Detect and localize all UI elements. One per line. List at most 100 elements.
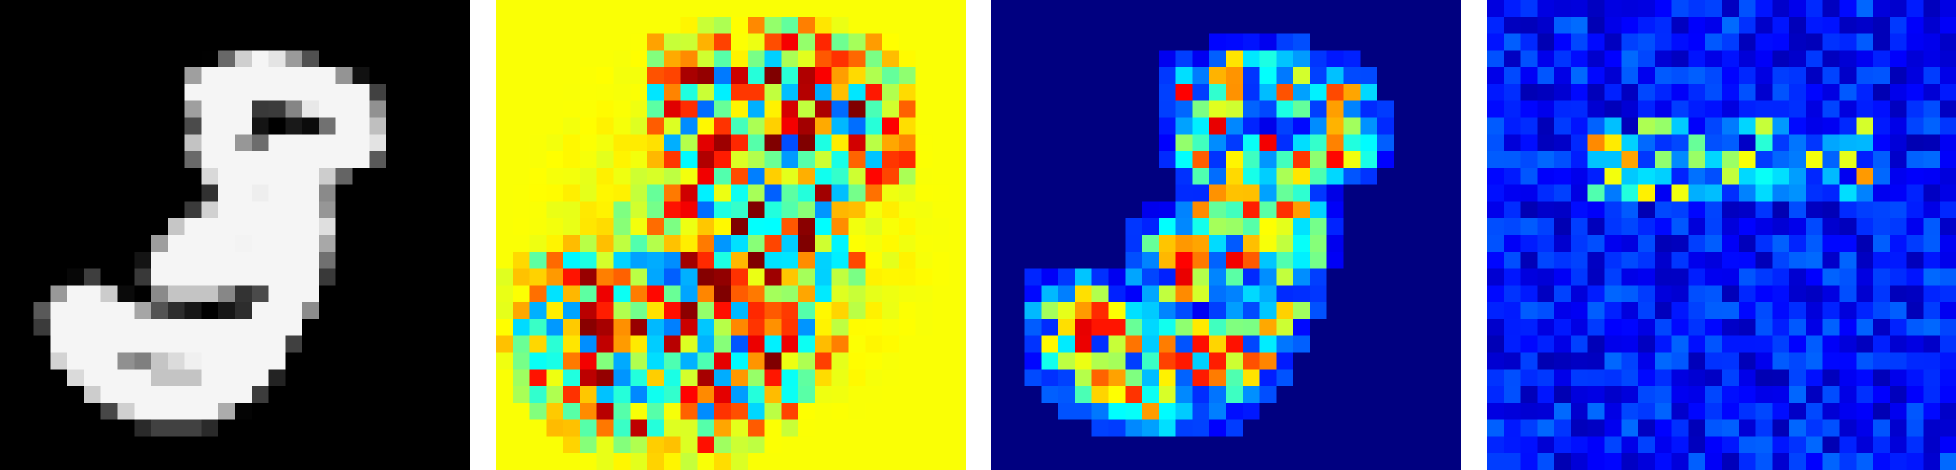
pixel-cell <box>563 386 581 404</box>
pixel-cell <box>1839 16 1857 34</box>
pixel-cell <box>848 251 866 269</box>
pixel-cell <box>496 335 514 353</box>
pixel-cell <box>16 402 34 420</box>
pixel-cell <box>201 50 219 68</box>
pixel-cell <box>1326 100 1344 118</box>
pixel-cell <box>529 302 547 320</box>
pixel-cell <box>1058 50 1076 68</box>
pixel-cell <box>1570 151 1589 169</box>
pixel-cell <box>1537 201 1555 219</box>
pixel-cell <box>33 386 51 404</box>
pixel-cell <box>268 352 286 370</box>
pixel-cell <box>898 302 916 320</box>
pixel-cell <box>1654 16 1672 34</box>
pixel-cell <box>251 352 269 370</box>
pixel-cell <box>714 117 732 135</box>
pixel-cell <box>1671 151 1689 169</box>
pixel-cell <box>1906 335 1924 353</box>
pixel-cell <box>1654 251 1672 269</box>
pixel-cell <box>781 16 799 34</box>
pixel-cell <box>1041 151 1059 169</box>
pixel-cell <box>1293 419 1311 437</box>
pixel-cell <box>1309 201 1328 219</box>
pixel-cell <box>1259 251 1277 269</box>
pixel-cell <box>1427 419 1445 437</box>
pixel-cell <box>1142 218 1160 236</box>
pixel-cell <box>50 16 68 34</box>
pixel-cell <box>419 184 437 202</box>
pixel-cell <box>1654 201 1672 219</box>
pixel-cell <box>184 268 202 286</box>
pixel-cell <box>1772 318 1790 337</box>
pixel-cell <box>1537 302 1555 320</box>
pixel-cell <box>201 251 219 269</box>
pixel-cell <box>201 436 219 454</box>
pixel-cell <box>630 386 648 404</box>
pixel-cell <box>1074 419 1093 437</box>
pixel-cell <box>1142 235 1160 253</box>
pixel-cell <box>1293 134 1311 152</box>
pixel-cell <box>697 318 715 337</box>
pixel-cell <box>402 235 420 253</box>
pixel-cell <box>1621 302 1639 320</box>
pixel-cell <box>1570 386 1589 404</box>
pixel-cell <box>251 33 269 51</box>
pixel-cell <box>33 453 51 470</box>
pixel-cell <box>1041 453 1059 470</box>
pixel-cell <box>167 0 185 18</box>
pixel-cell <box>1738 419 1756 437</box>
pixel-cell <box>1410 268 1428 286</box>
pixel-cell <box>436 251 454 269</box>
pixel-cell <box>1410 453 1428 470</box>
pixel-cell <box>1705 268 1723 286</box>
pixel-cell <box>848 268 866 286</box>
pixel-cell <box>1755 436 1773 454</box>
pixel-cell <box>546 50 564 68</box>
pixel-cell <box>201 201 219 219</box>
pixel-cell <box>369 100 387 118</box>
pixel-cell <box>1293 117 1311 135</box>
pixel-cell <box>1175 0 1193 18</box>
pixel-cell <box>0 0 18 18</box>
pixel-cell <box>865 419 883 437</box>
pixel-cell <box>1487 83 1505 102</box>
pixel-cell <box>16 335 34 353</box>
pixel-cell <box>1007 100 1025 118</box>
pixel-cell <box>167 201 185 219</box>
pixel-cell <box>1175 386 1193 404</box>
pixel-cell <box>1142 83 1160 102</box>
pixel-cell <box>814 386 833 404</box>
pixel-cell <box>268 151 286 169</box>
pixel-cell <box>1587 16 1605 34</box>
pixel-cell <box>1293 235 1311 253</box>
pixel-cell <box>1789 318 1807 337</box>
pixel-cell <box>1192 151 1210 169</box>
pixel-cell <box>386 184 404 202</box>
pixel-cell <box>318 117 337 135</box>
pixel-cell <box>1074 33 1093 51</box>
pixel-cell <box>647 201 665 219</box>
pixel-cell <box>83 285 102 303</box>
pixel-cell <box>529 251 547 269</box>
pixel-cell <box>1175 251 1193 269</box>
pixel-cell <box>831 285 849 303</box>
pixel-cell <box>898 218 916 236</box>
pixel-cell <box>1889 419 1907 437</box>
pixel-cell <box>1856 83 1874 102</box>
pixel-cell <box>1242 436 1260 454</box>
pixel-cell <box>1906 83 1924 102</box>
pixel-cell <box>1537 184 1555 202</box>
pixel-cell <box>1108 352 1126 370</box>
pixel-cell <box>1856 201 1874 219</box>
pixel-cell <box>1638 235 1656 253</box>
pixel-cell <box>1839 167 1857 185</box>
pixel-cell <box>167 335 185 353</box>
pixel-cell <box>529 33 547 51</box>
pixel-cell <box>33 16 51 34</box>
pixel-cell <box>1024 117 1042 135</box>
pixel-cell <box>1873 100 1891 118</box>
pixel-cell <box>268 251 286 269</box>
pixel-cell <box>1856 67 1874 85</box>
pixel-cell <box>1309 67 1328 85</box>
pixel-cell <box>335 453 353 470</box>
